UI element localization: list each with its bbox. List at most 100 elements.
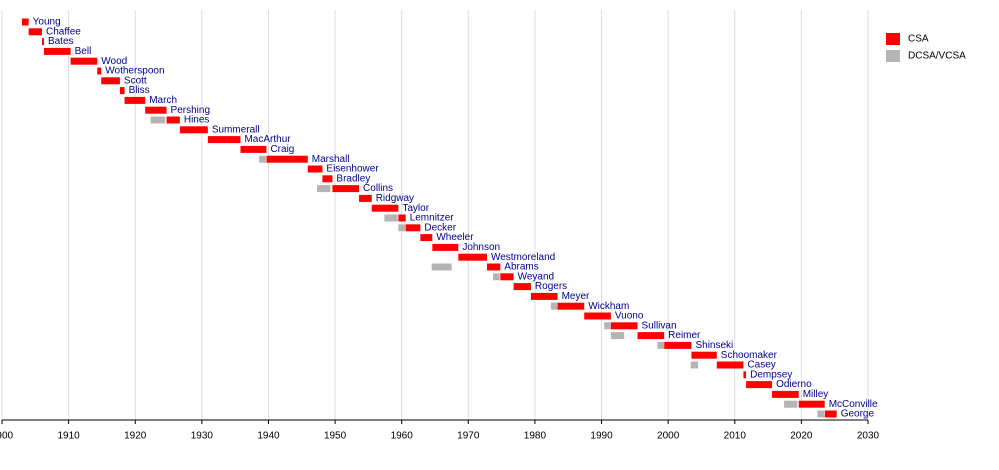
name-label: Young [33, 17, 61, 28]
span-bar [207, 136, 241, 144]
name-label: Marshall [312, 154, 350, 165]
name-label: Chaffee [46, 26, 81, 37]
name-label: Ridgway [376, 193, 414, 204]
name-label: Bradley [336, 173, 370, 184]
span-bar [41, 38, 44, 46]
span-bar [746, 381, 773, 389]
name-label: Westmoreland [491, 252, 555, 263]
span-bar [431, 263, 452, 271]
span-bar [317, 185, 331, 193]
span-bar [824, 410, 837, 418]
name-label: Sullivan [642, 320, 677, 331]
span-bar [322, 175, 333, 183]
x-tick-label: 1980 [524, 431, 547, 442]
name-label: Summerall [212, 124, 260, 135]
span-bar [166, 116, 180, 124]
span-bar [145, 106, 167, 114]
name-label: Shinseki [695, 340, 733, 351]
name-label: Pershing [171, 105, 210, 116]
span-bar [432, 243, 459, 251]
x-tick-label: 1930 [191, 431, 214, 442]
span-bar [458, 253, 487, 261]
span-bar [384, 214, 398, 222]
name-label: Schoomaker [721, 350, 778, 361]
span-bar [359, 194, 372, 202]
legend-label: CSA [908, 34, 929, 45]
name-label: Vuono [615, 311, 644, 322]
span-bar [784, 400, 798, 408]
name-label: Collins [363, 183, 393, 194]
span-bar [420, 234, 433, 242]
name-label: Meyer [562, 291, 590, 302]
name-label: Hines [184, 115, 210, 126]
span-bar [584, 312, 611, 320]
name-label: Bates [48, 36, 74, 47]
x-tick-label: 2030 [857, 431, 880, 442]
span-bar [179, 126, 208, 134]
name-label: Casey [747, 360, 775, 371]
span-bar [610, 332, 625, 340]
span-bar [486, 263, 501, 271]
span-bar [266, 155, 308, 163]
span-bar [513, 283, 531, 291]
span-bar [371, 204, 399, 212]
span-bar [119, 87, 125, 95]
name-label: Odierno [776, 379, 812, 390]
name-label: Decker [424, 222, 456, 233]
name-label: Bell [75, 46, 92, 57]
name-label: Rogers [535, 281, 567, 292]
name-label: Johnson [462, 242, 500, 253]
name-label: Taylor [402, 203, 429, 214]
span-bar [70, 57, 98, 65]
name-label: Dempsey [750, 369, 792, 380]
name-label: McConville [829, 399, 878, 410]
span-bar [405, 224, 421, 232]
legend-label: DCSA/VCSA [908, 51, 966, 62]
span-bar [798, 400, 825, 408]
legend-swatch [886, 33, 900, 45]
span-bar [772, 390, 799, 398]
span-bar [610, 322, 638, 330]
name-label: Wotherspoon [105, 66, 164, 77]
x-tick-label: 1950 [324, 431, 347, 442]
span-bar [97, 67, 102, 75]
span-bar [492, 273, 500, 281]
span-bar [28, 28, 42, 36]
legend-swatch [886, 50, 900, 62]
x-tick-label: 1900 [0, 431, 14, 442]
x-tick-label: 1920 [124, 431, 147, 442]
name-label: Bliss [129, 85, 150, 96]
span-bar [550, 302, 558, 310]
span-bar [604, 322, 611, 330]
span-bar [332, 185, 360, 193]
x-tick-label: 1940 [257, 431, 280, 442]
name-label: Wickham [588, 301, 629, 312]
name-label: Lemnitzer [410, 213, 455, 224]
name-label: Abrams [504, 262, 538, 273]
name-label: Reimer [668, 330, 701, 341]
x-tick-label: 1990 [590, 431, 613, 442]
x-tick-label: 1910 [57, 431, 80, 442]
name-label: MacArthur [244, 134, 291, 145]
x-tick-label: 2000 [657, 431, 680, 442]
x-tick-label: 2020 [790, 431, 813, 442]
span-bar [259, 155, 266, 163]
span-bar [817, 410, 825, 418]
span-bar [743, 371, 747, 379]
span-bar [657, 341, 665, 349]
span-bar [557, 302, 585, 310]
span-bar [240, 145, 267, 153]
name-label: Craig [270, 144, 294, 155]
span-bar [716, 361, 744, 369]
span-bar [21, 18, 29, 26]
span-bar [43, 47, 71, 55]
name-label: Eisenhower [326, 164, 379, 175]
span-bar [398, 224, 406, 232]
name-label: Wood [101, 56, 127, 67]
span-bar [307, 165, 323, 173]
span-bar [398, 214, 406, 222]
span-bar [530, 292, 558, 300]
name-label: Scott [124, 75, 147, 86]
name-label: March [149, 95, 177, 106]
